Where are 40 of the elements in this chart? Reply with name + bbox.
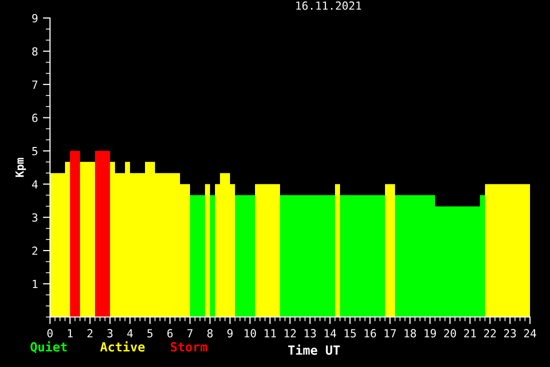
x-tick-label: 7 bbox=[187, 329, 193, 338]
y-tick-label: 9 bbox=[32, 14, 38, 22]
y-tick-label: 1 bbox=[32, 280, 38, 288]
y-tick-label: 3 bbox=[32, 213, 38, 222]
x-tick-label: 8 bbox=[207, 329, 213, 338]
text: Quiet bbox=[30, 341, 67, 354]
y-tick-label: 7 bbox=[32, 80, 38, 89]
x-tick-label: 11 bbox=[264, 329, 276, 338]
text: Active bbox=[100, 341, 145, 352]
x-tick-label: 17 bbox=[384, 329, 396, 338]
x-tick-label: 20 bbox=[444, 329, 456, 338]
y-tick-label: 4 bbox=[32, 180, 38, 188]
y-axis-title: Kpm bbox=[16, 158, 26, 177]
y-tick-label: 6 bbox=[32, 114, 38, 122]
x-tick-label: 12 bbox=[284, 329, 296, 338]
x-tick-label: 21 bbox=[464, 329, 476, 338]
x-tick-label: 0 bbox=[47, 329, 53, 338]
x-tick-label: 1 bbox=[68, 329, 73, 338]
x-tick-label: 16 bbox=[364, 329, 376, 338]
x-axis-title: Time UT bbox=[288, 344, 340, 355]
x-tick-label: 15 bbox=[344, 329, 356, 338]
x-tick-label: 2 bbox=[87, 329, 92, 338]
x-tick-label: 24 bbox=[524, 329, 536, 338]
x-tick-label: 10 bbox=[244, 329, 256, 338]
x-tick-label: 4 bbox=[127, 329, 133, 338]
x-tick-label: 22 bbox=[484, 329, 496, 338]
x-tick-label: 18 bbox=[404, 329, 416, 338]
y-tick-label: 5 bbox=[32, 147, 38, 156]
text: Storm bbox=[170, 342, 208, 352]
x-tick-label: 3 bbox=[107, 329, 113, 338]
y-tick-label: 2 bbox=[32, 246, 38, 255]
x-tick-label: 6 bbox=[167, 329, 173, 338]
y-tick-label: 8 bbox=[32, 47, 38, 56]
x-tick-label: 19 bbox=[424, 329, 436, 338]
x-tick-label: 14 bbox=[324, 329, 336, 338]
x-tick-label: 23 bbox=[504, 329, 516, 338]
x-tick-label: 5 bbox=[147, 329, 152, 338]
x-tick-label: 13 bbox=[304, 329, 316, 338]
x-tick-label: 9 bbox=[227, 329, 233, 338]
chart-title: 16.11.2021 bbox=[296, 1, 362, 10]
